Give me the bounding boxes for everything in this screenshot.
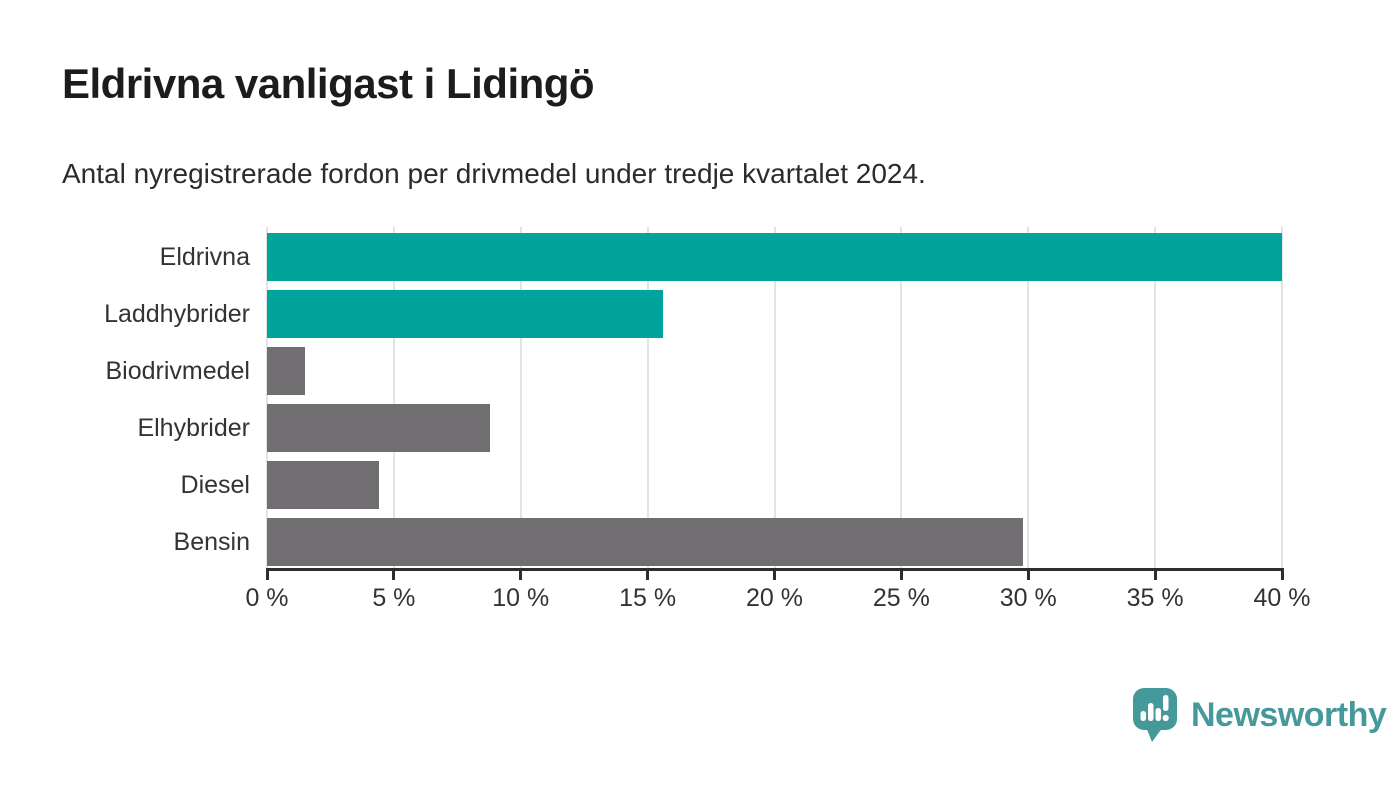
gridline bbox=[900, 227, 903, 568]
gridline bbox=[1281, 227, 1283, 568]
brand-wordmark: Newsworthy bbox=[1191, 695, 1387, 734]
category-label: Biodrivmedel bbox=[105, 357, 250, 385]
x-tick-mark bbox=[1026, 568, 1030, 580]
category-label: Elhybrider bbox=[137, 414, 250, 442]
bar-chart-exclamation-glyph bbox=[1140, 695, 1169, 722]
x-tick-mark bbox=[646, 568, 650, 580]
gridline bbox=[773, 227, 776, 568]
bar-diesel bbox=[267, 461, 379, 509]
gridline bbox=[1154, 227, 1157, 568]
x-tick-label: 35 % bbox=[1126, 584, 1184, 612]
bar-biodrivmedel bbox=[267, 347, 306, 395]
category-label: Bensin bbox=[173, 528, 250, 556]
bar-eldrivna bbox=[267, 233, 1282, 281]
x-tick-label: 5 % bbox=[372, 584, 416, 612]
x-tick-mark bbox=[1153, 568, 1157, 580]
x-tick-label: 25 % bbox=[872, 584, 930, 612]
chart-title: Eldrivna vanligast i Lidingö bbox=[62, 60, 595, 107]
gridline bbox=[392, 227, 395, 568]
x-tick-label: 40 % bbox=[1253, 584, 1311, 612]
x-tick-label: 15 % bbox=[619, 584, 677, 612]
x-tick-label: 30 % bbox=[999, 584, 1057, 612]
x-tick-label: 20 % bbox=[746, 584, 803, 612]
bar-laddhybrider bbox=[267, 290, 663, 338]
category-label: Laddhybrider bbox=[104, 300, 250, 328]
x-tick-mark bbox=[265, 568, 269, 580]
speech-bubble-pin-shape bbox=[1133, 688, 1177, 742]
newsworthy-logo: Newsworthy bbox=[1132, 687, 1387, 743]
gridline bbox=[519, 227, 522, 568]
x-tick-label: 10 % bbox=[492, 584, 550, 612]
gridline bbox=[646, 227, 649, 568]
bar-elhybrider bbox=[267, 404, 491, 452]
x-tick-mark bbox=[899, 568, 903, 580]
category-label: Diesel bbox=[180, 471, 250, 499]
x-tick-mark bbox=[773, 568, 776, 580]
category-label: Eldrivna bbox=[159, 243, 250, 271]
x-tick-label: 0 % bbox=[245, 584, 289, 612]
plot-area bbox=[266, 227, 1283, 568]
x-tick-mark bbox=[1280, 568, 1284, 580]
bar-bensin bbox=[267, 518, 1024, 566]
newsworthy-logo-icon bbox=[1133, 688, 1177, 742]
gridline bbox=[266, 227, 268, 568]
x-tick-mark bbox=[392, 568, 396, 580]
x-tick-mark bbox=[519, 568, 523, 580]
gridline bbox=[1027, 227, 1030, 568]
chart-subtitle: Antal nyregistrerade fordon per drivmede… bbox=[62, 158, 926, 189]
